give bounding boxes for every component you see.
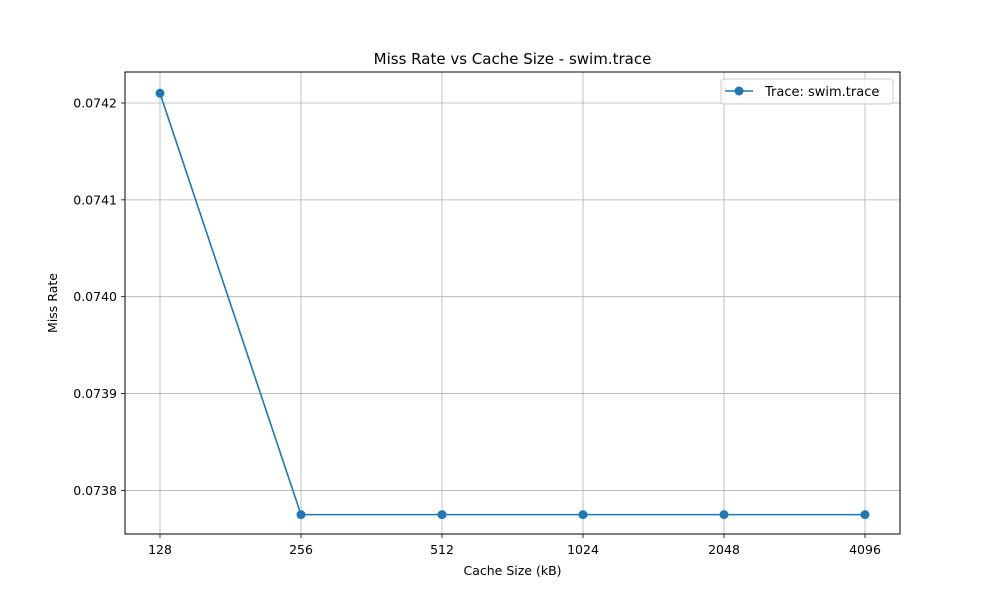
x-tick-label: 512 (430, 542, 454, 557)
y-tick-label: 0.0739 (73, 386, 117, 401)
data-point (860, 510, 870, 520)
x-axis-ticks: 128 256 512 1024 2048 4096 (148, 534, 881, 557)
y-tick-label: 0.0742 (73, 95, 117, 110)
x-tick-label: 1024 (567, 542, 599, 557)
data-point (437, 510, 447, 520)
x-axis-label: Cache Size (kB) (463, 563, 561, 578)
legend: Trace: swim.trace (720, 78, 894, 105)
x-tick-label: 4096 (849, 542, 881, 557)
y-tick-label: 0.0738 (73, 483, 117, 498)
legend-entry-label: Trace: swim.trace (764, 85, 879, 100)
data-point (155, 88, 165, 98)
data-point (719, 510, 729, 520)
y-axis-ticks: 0.0738 0.0739 0.0740 0.0741 0.0742 (73, 95, 125, 498)
series-marker-layer (155, 88, 870, 520)
x-tick-label: 128 (148, 542, 172, 557)
chart-title: Miss Rate vs Cache Size - swim.trace (374, 50, 652, 68)
data-point (296, 510, 306, 520)
x-tick-label: 256 (289, 542, 313, 557)
y-tick-label: 0.0741 (73, 192, 117, 207)
y-tick-label: 0.0740 (73, 289, 117, 304)
series-line-layer (159, 93, 865, 516)
legend-marker-swatch (734, 86, 744, 96)
series-line (159, 93, 865, 516)
plot-area-frame (124, 71, 901, 535)
y-axis-label: Miss Rate (45, 273, 60, 333)
data-point (578, 510, 588, 520)
legend-box (720, 78, 894, 105)
x-tick-label: 2048 (708, 542, 740, 557)
